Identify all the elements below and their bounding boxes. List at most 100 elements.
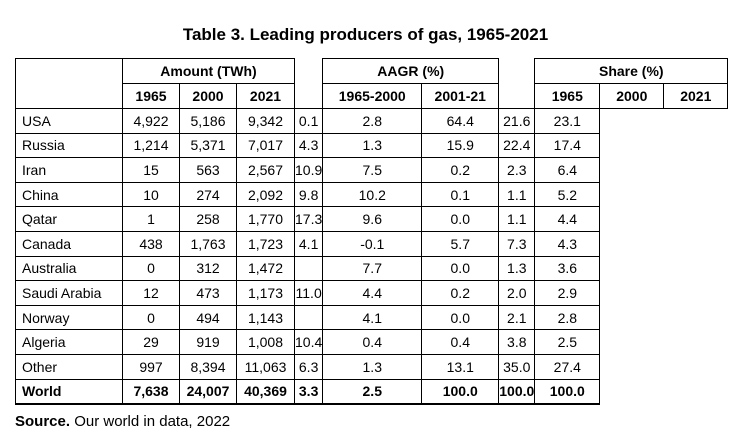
value-cell: 9.6 — [322, 206, 423, 232]
value-cell: 15 — [122, 157, 180, 183]
subheader-cell: 1965 — [534, 83, 601, 109]
value-cell: 2,567 — [236, 157, 295, 183]
country-cell: World — [15, 378, 123, 406]
column-separator — [498, 58, 536, 109]
table-row: Australia 0 312 1,472 7.7 0.0 1.3 3.6 — [15, 255, 728, 282]
table-body: USA 4,922 5,186 9,342 0.1 2.8 64.4 21.6 23.1 Russ… — [15, 108, 728, 406]
value-cell: 0 — [122, 255, 180, 282]
value-cell: 1.1 — [498, 181, 536, 208]
subheader-cell: 2021 — [663, 83, 729, 109]
subheader-cell: 2000 — [599, 83, 665, 109]
value-cell: 22.4 — [498, 132, 536, 159]
value-cell: 4.1 — [293, 230, 324, 257]
value-cell: 5,186 — [179, 108, 237, 134]
value-cell: 4.4 — [322, 280, 423, 306]
value-cell: 2.8 — [534, 304, 601, 331]
value-cell: 3.3 — [293, 378, 324, 406]
value-cell: 0.2 — [421, 280, 500, 306]
value-cell: 7,017 — [236, 132, 295, 159]
value-cell: 9,342 — [236, 108, 295, 134]
country-cell: China — [15, 181, 123, 208]
gas-producers-table: Amount (TWh) AAGR (%) Share (%) 1965 200… — [15, 58, 729, 406]
value-cell: 100.0 — [421, 378, 500, 406]
value-cell: 1.3 — [498, 255, 536, 282]
value-cell: 10.9 — [293, 157, 324, 183]
value-cell: 7.5 — [322, 157, 423, 183]
country-cell: Norway — [15, 304, 123, 331]
value-cell: 1,173 — [236, 280, 295, 306]
value-cell: 100.0 — [498, 378, 536, 406]
source-text: Our world in data, 2022 — [70, 413, 231, 430]
value-cell: 438 — [122, 230, 180, 257]
value-cell: 12 — [122, 280, 180, 306]
value-cell: 473 — [179, 280, 237, 306]
value-cell: 24,007 — [179, 378, 237, 406]
value-cell: 494 — [179, 304, 237, 331]
value-cell: -0.1 — [322, 230, 423, 257]
value-cell: 0.1 — [421, 181, 500, 208]
value-cell: 1.3 — [322, 132, 423, 159]
value-cell: 1,143 — [236, 304, 295, 331]
value-cell: 4.1 — [322, 304, 423, 331]
value-cell: 17.4 — [534, 132, 601, 159]
value-cell: 2.1 — [498, 304, 536, 331]
value-cell: 1,763 — [179, 230, 237, 257]
value-cell: 10.2 — [322, 181, 423, 208]
value-cell: 2.0 — [498, 280, 536, 306]
value-cell: 21.6 — [498, 108, 536, 134]
table-row: Other 997 8,394 11,063 6.3 1.3 13.1 35.0 27.4 — [15, 353, 728, 380]
country-cell: Canada — [15, 230, 123, 257]
column-separator — [293, 58, 324, 109]
value-cell: 6.4 — [534, 157, 601, 183]
source-note: Source. Our world in data, 2022 — [15, 412, 230, 432]
subheader-cell: 2001-21 — [421, 83, 500, 109]
table-row: Iran 15 563 2,567 10.9 7.5 0.2 2.3 6.4 — [15, 157, 728, 183]
table-row: Qatar 1 258 1,770 17.3 9.6 0.0 1.1 4.4 — [15, 206, 728, 232]
value-cell: 2.8 — [322, 108, 423, 134]
value-cell: 11,063 — [236, 353, 295, 380]
group-header-amount: Amount (TWh) — [122, 58, 295, 84]
value-cell: 40,369 — [236, 378, 295, 406]
value-cell: 27.4 — [534, 353, 601, 380]
value-cell: 4.4 — [534, 206, 601, 232]
value-cell: 3.8 — [498, 329, 536, 355]
value-cell: 100.0 — [534, 378, 601, 406]
value-cell: 2.3 — [498, 157, 536, 183]
value-cell: 4,922 — [122, 108, 180, 134]
value-cell: 6.3 — [293, 353, 324, 380]
value-cell: 7,638 — [122, 378, 180, 406]
value-cell: 1.3 — [322, 353, 423, 380]
table-row: China 10 274 2,092 9.8 10.2 0.1 1.1 5.2 — [15, 181, 728, 208]
value-cell: 13.1 — [421, 353, 500, 380]
value-cell: 29 — [122, 329, 180, 355]
value-cell: 10.4 — [293, 329, 324, 355]
country-cell: USA — [15, 108, 123, 134]
country-cell: Qatar — [15, 206, 123, 232]
value-cell: 10 — [122, 181, 180, 208]
value-cell: 0.4 — [421, 329, 500, 355]
value-cell: 5.2 — [534, 181, 601, 208]
value-cell: 563 — [179, 157, 237, 183]
value-cell: 1,723 — [236, 230, 295, 257]
value-cell: 7.3 — [498, 230, 536, 257]
table-row: Canada 438 1,763 1,723 4.1 -0.1 5.7 7.3 4.3 — [15, 230, 728, 257]
value-cell: 11.0 — [293, 280, 324, 306]
value-cell: 0.0 — [421, 304, 500, 331]
value-cell: 1 — [122, 206, 180, 232]
country-cell: Algeria — [15, 329, 123, 355]
value-cell: 17.3 — [293, 206, 324, 232]
value-cell: 15.9 — [421, 132, 500, 159]
value-cell: 0.0 — [421, 255, 500, 282]
value-cell: 64.4 — [421, 108, 500, 134]
value-cell: 258 — [179, 206, 237, 232]
table-row: Algeria 29 919 1,008 10.4 0.4 0.4 3.8 2.5 — [15, 329, 728, 355]
table-row: USA 4,922 5,186 9,342 0.1 2.8 64.4 21.6 23.1 — [15, 108, 728, 134]
group-header-aagr: AAGR (%) — [322, 58, 500, 84]
value-cell: 9.8 — [293, 181, 324, 208]
subheader-cell: 2000 — [179, 83, 237, 109]
value-cell: 2.5 — [322, 378, 423, 406]
value-cell: 23.1 — [534, 108, 601, 134]
subheader-cell: 1965-2000 — [322, 83, 423, 109]
value-cell: 1,214 — [122, 132, 180, 159]
country-cell: Russia — [15, 132, 123, 159]
